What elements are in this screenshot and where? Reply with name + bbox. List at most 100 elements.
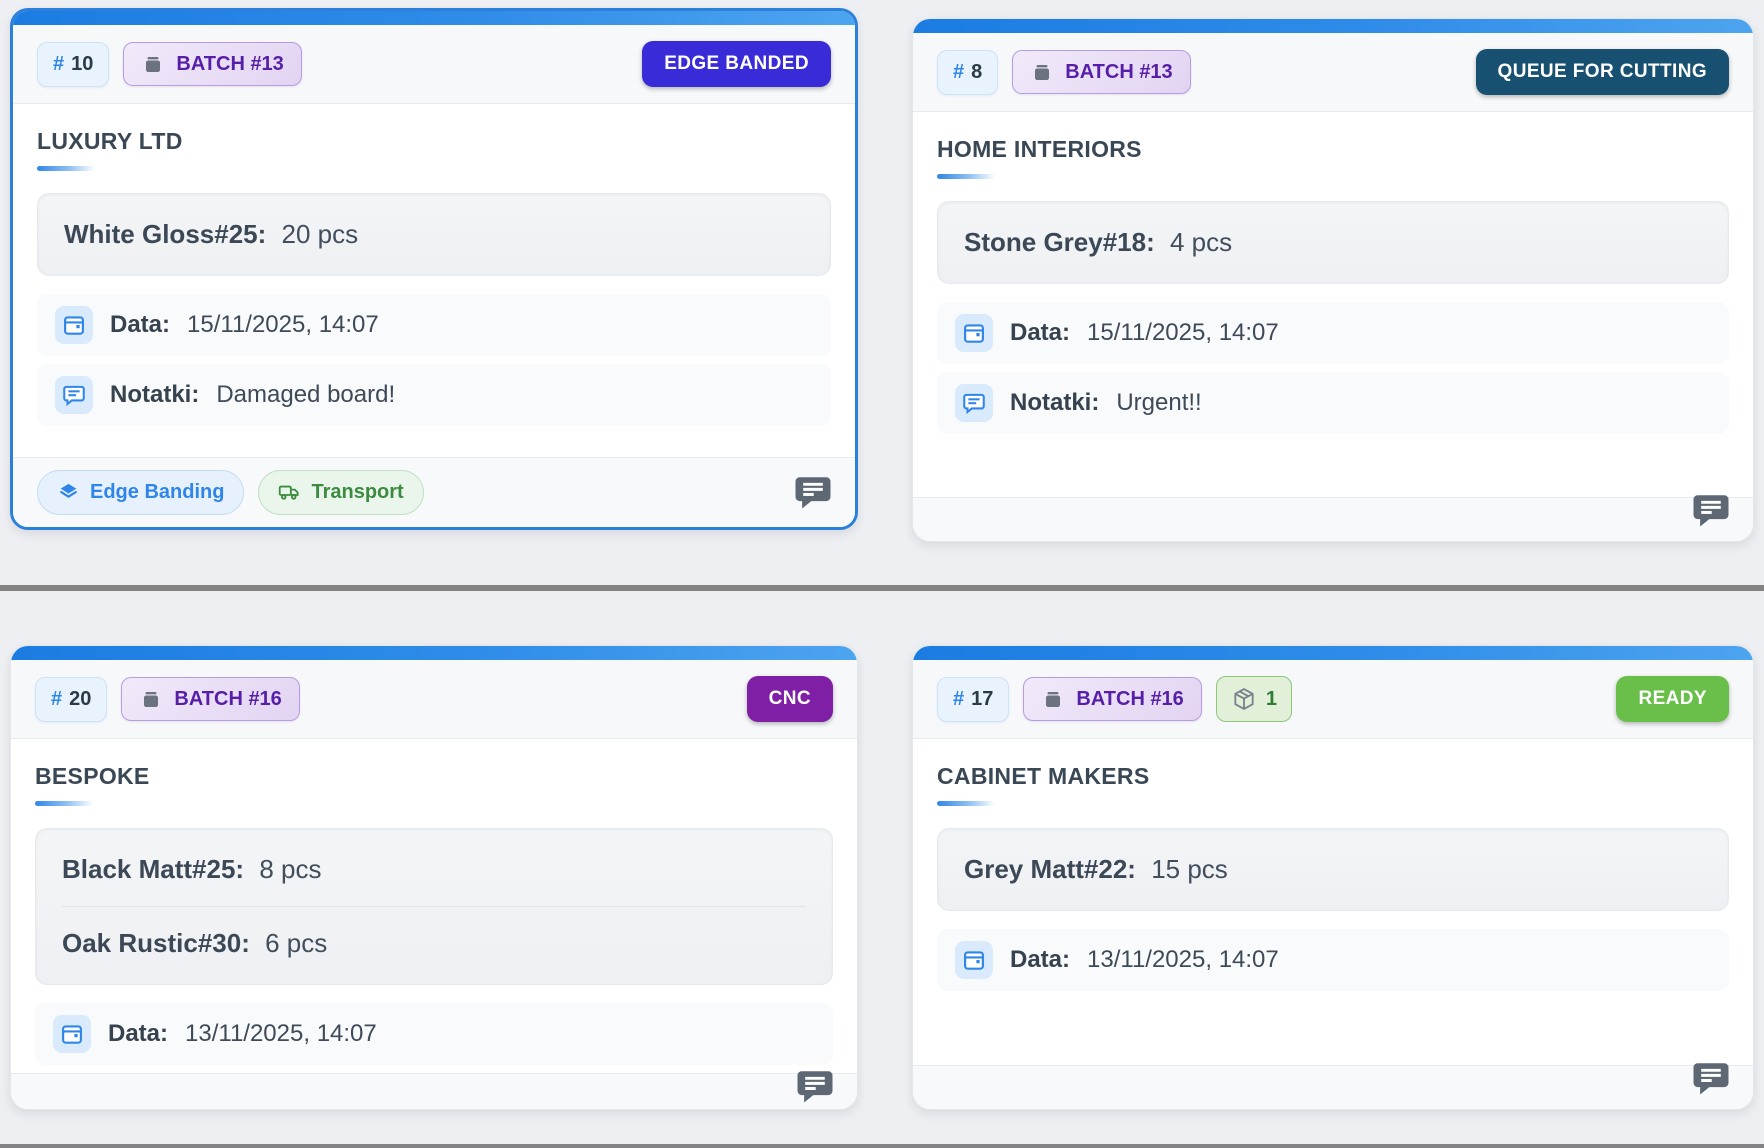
date-row: Data: 13/11/2025, 14:07	[35, 1003, 833, 1065]
date-row: Data: 15/11/2025, 14:07	[37, 294, 831, 356]
client-name: LUXURY LTD	[37, 128, 183, 154]
order-number: 17	[971, 687, 994, 710]
cube-icon	[1234, 688, 1254, 710]
batch-badge: BATCH #16	[1023, 677, 1202, 721]
status-badge[interactable]: READY	[1616, 676, 1729, 722]
item-quantity: 4 pcs	[1169, 227, 1233, 257]
meta-section: Data: 13/11/2025, 14:07	[35, 1003, 833, 1065]
card-footer	[913, 1063, 1753, 1109]
notes-label: Notatki:	[110, 381, 200, 408]
comments-button[interactable]	[1689, 1056, 1733, 1100]
order-number: 20	[69, 687, 92, 710]
item-row: Grey Matt#22: 15 pcs	[964, 833, 1702, 906]
date-value: 13/11/2025, 14:07	[185, 1020, 377, 1047]
batch-label: BATCH #16	[174, 687, 282, 710]
calendar-icon	[55, 306, 93, 344]
calendar-icon	[955, 314, 993, 352]
title-underline	[37, 166, 95, 171]
item-row: Stone Grey#18: 4 pcs	[964, 206, 1702, 279]
status-badge[interactable]: EDGE BANDED	[642, 41, 831, 87]
item-quantity: 6 pcs	[265, 928, 328, 958]
item-row: Oak Rustic#30: 6 pcs	[62, 906, 806, 980]
archive-box-icon	[1046, 692, 1061, 707]
comments-button[interactable]	[791, 470, 835, 514]
tag-edge-banding[interactable]: Edge Banding	[37, 470, 245, 515]
batch-badge: BATCH #13	[123, 42, 302, 86]
batch-badge: BATCH #16	[121, 677, 300, 721]
order-card-20[interactable]: # 20 BATCH #16 CNC BESPOKE Black Matt#25…	[10, 645, 858, 1110]
status-badge[interactable]: CNC	[746, 676, 833, 722]
bottom-row-divider	[0, 1144, 1764, 1148]
items-list: Stone Grey#18: 4 pcs	[937, 201, 1729, 284]
note-icon	[55, 376, 93, 414]
item-name: Black Matt#25:	[62, 854, 245, 884]
row-divider	[0, 585, 1764, 591]
card-body: HOME INTERIORS Stone Grey#18: 4 pcs Data…	[913, 112, 1753, 497]
notes-row: Notatki: Damaged board!	[37, 364, 831, 426]
date-value: 15/11/2025, 14:07	[1087, 319, 1279, 346]
card-footer	[913, 495, 1753, 541]
card-body: CABINET MAKERS Grey Matt#22: 15 pcs Data…	[913, 739, 1753, 1065]
order-number: 10	[71, 52, 94, 75]
comment-icon	[797, 1071, 833, 1103]
truck-icon	[279, 485, 300, 500]
items-list: White Gloss#25: 20 pcs	[37, 193, 831, 276]
card-body: BESPOKE Black Matt#25: 8 pcs Oak Rustic#…	[11, 739, 857, 1073]
card-body: LUXURY LTD White Gloss#25: 20 pcs Data: …	[13, 104, 855, 457]
item-name: Oak Rustic#30:	[62, 928, 250, 958]
item-quantity: 15 pcs	[1151, 854, 1228, 884]
date-label: Data:	[1010, 319, 1071, 346]
title-underline	[35, 801, 93, 806]
date-value: 15/11/2025, 14:07	[187, 311, 379, 338]
item-name: White Gloss#25:	[64, 219, 267, 249]
item-quantity: 8 pcs	[259, 854, 322, 884]
hash-symbol: #	[953, 687, 965, 710]
comments-button[interactable]	[793, 1064, 837, 1108]
comments-button[interactable]	[1689, 488, 1733, 532]
status-badge[interactable]: QUEUE FOR CUTTING	[1475, 49, 1729, 95]
order-card-8[interactable]: # 8 BATCH #13 QUEUE FOR CUTTING HOME INT…	[912, 18, 1754, 542]
tag-label: Transport	[311, 481, 404, 503]
tag-label: Edge Banding	[90, 481, 225, 503]
order-number-badge: # 10	[37, 41, 110, 87]
card-header: # 10 BATCH #13 EDGE BANDED	[13, 25, 855, 104]
card-header: # 20 BATCH #16 CNC	[11, 660, 857, 739]
item-name: Stone Grey#18:	[964, 227, 1155, 257]
meta-section: Data: 15/11/2025, 14:07 Notatki: Damaged…	[37, 294, 831, 426]
card-footer	[11, 1071, 857, 1109]
title-underline	[937, 174, 995, 179]
hash-symbol: #	[953, 60, 965, 83]
client-name: HOME INTERIORS	[937, 136, 1142, 162]
hash-symbol: #	[51, 687, 63, 710]
notes-value: Damaged board!	[216, 381, 396, 408]
items-list: Grey Matt#22: 15 pcs	[937, 828, 1729, 911]
date-label: Data:	[108, 1020, 169, 1047]
order-card-10[interactable]: # 10 BATCH #13 EDGE BANDED LUXURY LTD Wh…	[10, 8, 858, 530]
item-row: Black Matt#25: 8 pcs	[62, 833, 806, 906]
order-number-badge: # 17	[937, 676, 1010, 722]
items-list: Black Matt#25: 8 pcs Oak Rustic#30: 6 pc…	[35, 828, 833, 985]
comment-icon	[1693, 1063, 1729, 1095]
card-accent-bar	[11, 646, 857, 660]
batch-label: BATCH #13	[1065, 60, 1173, 83]
package-count-badge: 1	[1215, 676, 1292, 722]
batch-label: BATCH #13	[176, 52, 284, 75]
date-label: Data:	[1010, 946, 1071, 973]
date-row: Data: 13/11/2025, 14:07	[937, 929, 1729, 991]
hash-symbol: #	[53, 52, 65, 75]
tag-transport[interactable]: Transport	[258, 470, 424, 515]
archive-box-icon	[144, 692, 159, 707]
meta-section: Data: 13/11/2025, 14:07	[937, 929, 1729, 991]
order-number: 8	[971, 60, 983, 83]
note-icon	[955, 384, 993, 422]
package-count: 1	[1265, 687, 1277, 710]
item-quantity: 20 pcs	[281, 219, 359, 249]
archive-box-icon	[1035, 65, 1050, 80]
order-card-17[interactable]: # 17 BATCH #16 1 READY CABINET MAKERS	[912, 645, 1754, 1110]
card-accent-bar	[913, 646, 1753, 660]
card-accent-bar	[913, 19, 1753, 33]
card-header: # 17 BATCH #16 1 READY	[913, 660, 1753, 739]
notes-row: Notatki: Urgent!!	[937, 372, 1729, 434]
card-header: # 8 BATCH #13 QUEUE FOR CUTTING	[913, 33, 1753, 112]
date-value: 13/11/2025, 14:07	[1087, 946, 1279, 973]
